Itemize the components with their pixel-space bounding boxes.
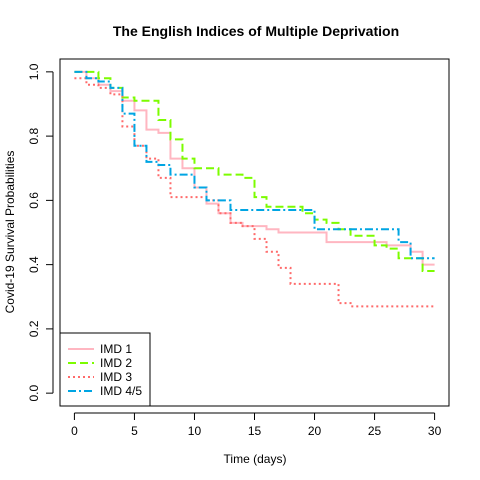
series-line-3 bbox=[74, 77, 435, 308]
series-line-2 bbox=[74, 70, 435, 273]
legend-label: IMD 2 bbox=[100, 356, 132, 370]
legend-label: IMD 4/5 bbox=[100, 384, 142, 398]
x-tick-label: 15 bbox=[248, 424, 262, 438]
y-tick-label: 0.8 bbox=[27, 127, 41, 144]
series-lines bbox=[74, 70, 435, 308]
legend-label: IMD 3 bbox=[100, 370, 132, 384]
axes: 0 5 10 15 20 25 30 0.0 0.2 0.4 0.6 0.8 1.0 bbox=[27, 63, 442, 438]
y-tick-label: 1.0 bbox=[27, 63, 41, 80]
x-tick-label: 10 bbox=[188, 424, 202, 438]
plot-frame bbox=[59, 58, 450, 407]
y-tick-label: 0.0 bbox=[27, 384, 41, 401]
x-tick-label: 30 bbox=[428, 424, 442, 438]
x-tick-label: 0 bbox=[71, 424, 78, 438]
x-tick-label: 25 bbox=[368, 424, 382, 438]
chart-title: The English Indices of Multiple Deprivat… bbox=[113, 23, 399, 39]
x-tick-label: 20 bbox=[308, 424, 322, 438]
y-tick-label: 0.2 bbox=[27, 320, 41, 337]
y-tick-label: 0.4 bbox=[27, 256, 41, 273]
y-tick-label: 0.6 bbox=[27, 192, 41, 209]
legend-label: IMD 1 bbox=[100, 342, 132, 356]
series-line-4 bbox=[74, 70, 435, 260]
y-axis-label: Covid-19 Survival Probabilities bbox=[3, 151, 17, 314]
series-line-1 bbox=[74, 70, 435, 266]
x-axis-label: Time (days) bbox=[224, 452, 287, 466]
x-tick-label: 5 bbox=[131, 424, 138, 438]
legend-box bbox=[59, 332, 151, 407]
